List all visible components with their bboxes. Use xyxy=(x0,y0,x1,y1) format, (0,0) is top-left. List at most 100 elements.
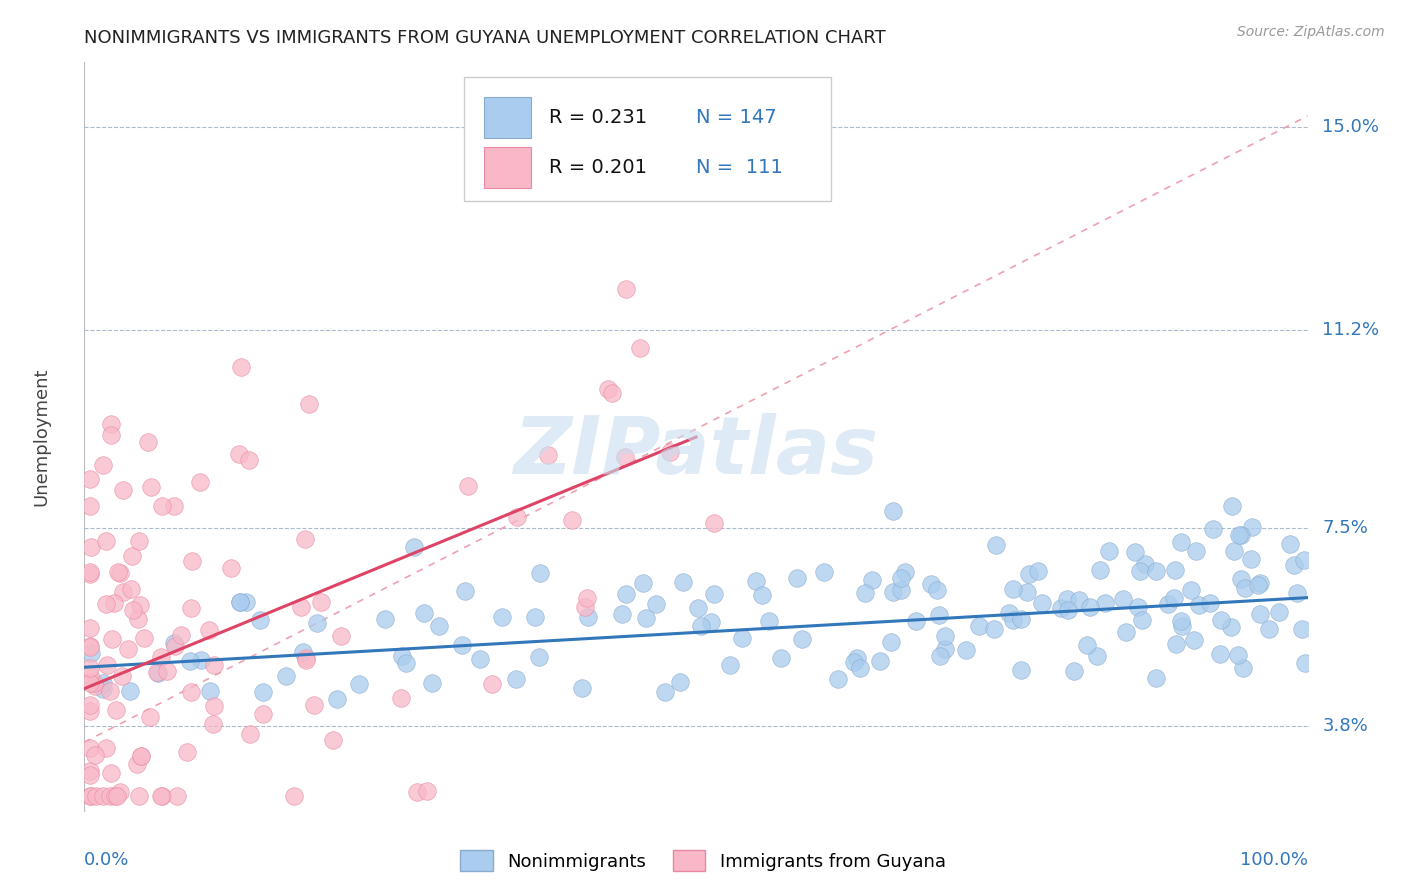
Point xyxy=(614,450,637,465)
Point xyxy=(163,499,186,513)
Point xyxy=(110,668,132,682)
Point xyxy=(325,692,347,706)
Point xyxy=(1185,543,1208,558)
Text: N = 147: N = 147 xyxy=(696,108,776,127)
FancyBboxPatch shape xyxy=(484,96,531,137)
Point xyxy=(79,667,101,681)
Point xyxy=(202,657,225,672)
Point xyxy=(576,591,599,605)
Point xyxy=(79,661,101,675)
Point xyxy=(827,673,849,687)
Point xyxy=(1063,664,1085,678)
Point xyxy=(1188,599,1211,613)
Text: R = 0.201: R = 0.201 xyxy=(550,158,647,177)
Point xyxy=(1010,664,1032,678)
Point xyxy=(79,764,101,778)
Point xyxy=(1018,567,1040,582)
Text: 0.0%: 0.0% xyxy=(84,851,129,869)
Point xyxy=(658,444,681,458)
Point xyxy=(672,575,695,590)
Point xyxy=(249,613,271,627)
Point xyxy=(574,600,596,615)
Point xyxy=(79,639,101,653)
Point xyxy=(79,741,101,756)
Point xyxy=(235,595,257,609)
Point xyxy=(998,606,1021,620)
Point xyxy=(291,645,314,659)
Point xyxy=(197,623,219,637)
Point xyxy=(180,685,202,699)
Point xyxy=(80,789,103,803)
Point xyxy=(181,553,204,567)
Point xyxy=(201,717,224,731)
Point xyxy=(112,483,135,497)
Point xyxy=(1163,563,1185,577)
Point xyxy=(98,789,121,803)
Point xyxy=(1227,528,1250,542)
Point xyxy=(427,618,450,632)
Point xyxy=(121,549,143,564)
Point xyxy=(132,631,155,645)
Point xyxy=(1249,575,1271,590)
Point xyxy=(98,683,121,698)
Point xyxy=(413,606,436,620)
Point xyxy=(1088,563,1111,577)
Point xyxy=(1002,613,1025,627)
Point xyxy=(529,566,551,580)
Point xyxy=(846,651,869,665)
Point xyxy=(925,583,948,598)
Point xyxy=(1026,564,1049,578)
Point xyxy=(294,532,316,546)
Point xyxy=(860,574,883,588)
Point xyxy=(395,657,418,671)
Point xyxy=(869,654,891,668)
Point xyxy=(1220,499,1243,513)
Point xyxy=(1115,625,1137,640)
Point xyxy=(139,710,162,724)
Point xyxy=(1126,600,1149,615)
Point xyxy=(1049,601,1071,615)
Point xyxy=(117,642,139,657)
Point xyxy=(374,612,396,626)
Point xyxy=(295,651,318,665)
Point xyxy=(718,658,741,673)
Point xyxy=(894,565,917,579)
Point xyxy=(391,648,413,663)
Point xyxy=(1239,551,1261,566)
Point xyxy=(100,417,122,431)
Point xyxy=(156,665,179,679)
Point xyxy=(1232,661,1254,675)
Point xyxy=(983,622,1005,636)
Point xyxy=(108,785,131,799)
Point xyxy=(505,673,527,687)
Point xyxy=(904,615,927,629)
Point xyxy=(1135,557,1157,571)
Point xyxy=(770,650,793,665)
Point xyxy=(1240,520,1263,534)
Point xyxy=(1163,591,1185,606)
Point xyxy=(1067,593,1090,607)
Point xyxy=(745,574,768,589)
Point xyxy=(890,582,912,597)
Point xyxy=(229,595,252,609)
Point xyxy=(1076,638,1098,652)
Point xyxy=(163,636,186,650)
Point xyxy=(125,757,148,772)
Point xyxy=(94,597,117,611)
Point xyxy=(170,628,193,642)
Point xyxy=(934,642,956,657)
Point xyxy=(146,666,169,681)
Point xyxy=(1056,592,1078,607)
Point xyxy=(389,690,412,705)
Point xyxy=(79,698,101,712)
Point xyxy=(1258,622,1281,636)
Point xyxy=(1129,564,1152,578)
Point xyxy=(149,789,172,803)
Point xyxy=(79,676,101,690)
Point xyxy=(616,587,638,601)
Point xyxy=(703,587,725,601)
Point xyxy=(1286,586,1309,600)
Point xyxy=(450,639,472,653)
Point xyxy=(104,789,127,803)
Point xyxy=(228,447,250,461)
